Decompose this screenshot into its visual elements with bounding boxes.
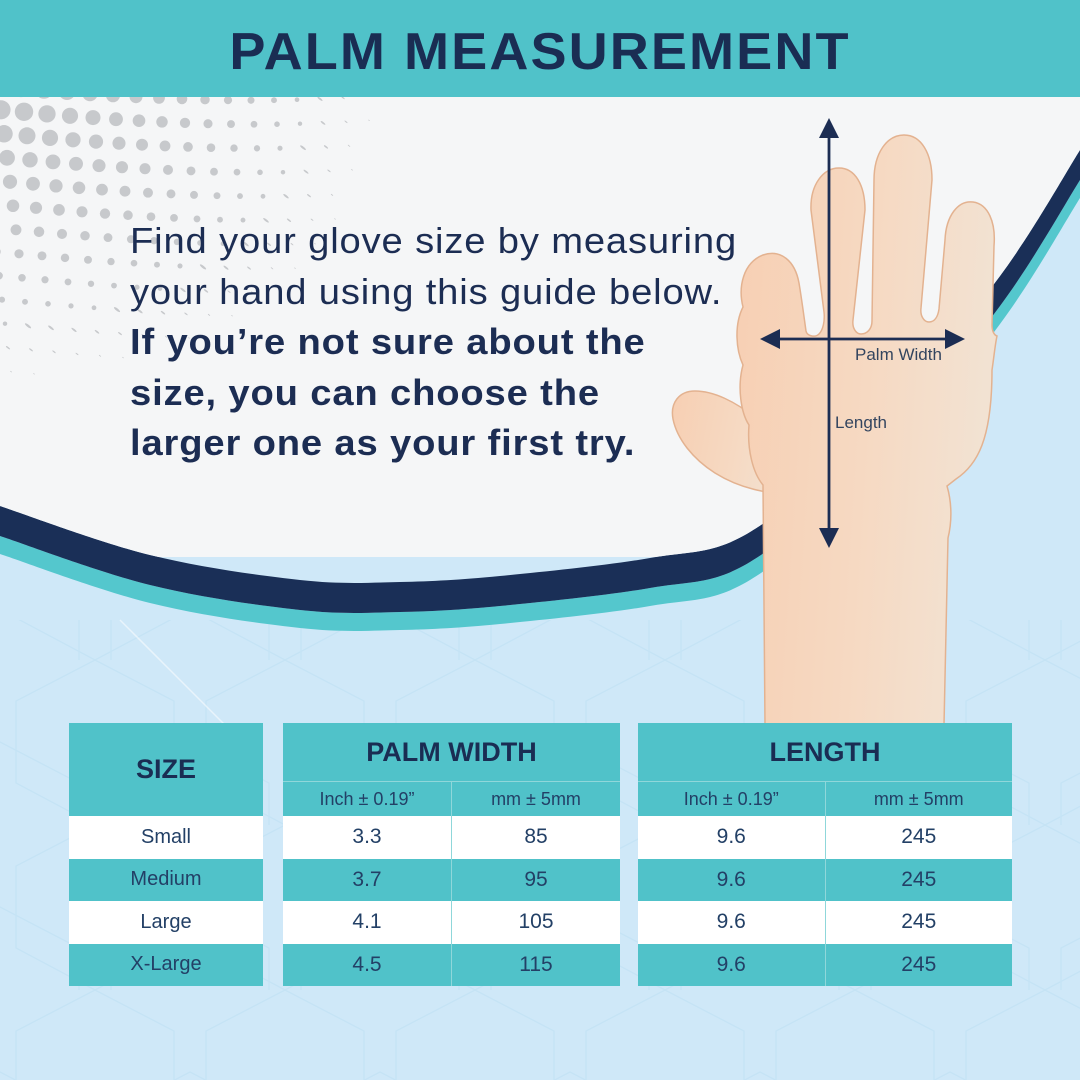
- svg-text:Length: Length: [835, 413, 887, 432]
- svg-text:Palm Width: Palm Width: [855, 345, 942, 364]
